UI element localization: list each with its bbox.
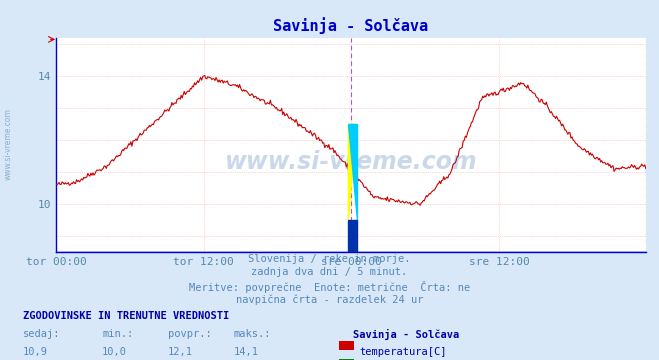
Text: Meritve: povprečne  Enote: metrične  Črta: ne: Meritve: povprečne Enote: metrične Črta:… <box>189 281 470 293</box>
Text: navpična črta - razdelek 24 ur: navpična črta - razdelek 24 ur <box>236 295 423 305</box>
Text: www.si-vreme.com: www.si-vreme.com <box>3 108 13 180</box>
Text: 12,1: 12,1 <box>168 347 193 357</box>
Text: zadnja dva dni / 5 minut.: zadnja dva dni / 5 minut. <box>251 267 408 278</box>
Text: 10,9: 10,9 <box>23 347 48 357</box>
Text: temperatura[C]: temperatura[C] <box>359 347 447 357</box>
Text: min.:: min.: <box>102 329 133 339</box>
Text: maks.:: maks.: <box>234 329 272 339</box>
Text: sedaj:: sedaj: <box>23 329 61 339</box>
Text: povpr.:: povpr.: <box>168 329 212 339</box>
Text: 10,0: 10,0 <box>102 347 127 357</box>
Text: Savinja - Solčava: Savinja - Solčava <box>353 329 459 341</box>
Text: ZGODOVINSKE IN TRENUTNE VREDNOSTI: ZGODOVINSKE IN TRENUTNE VREDNOSTI <box>23 311 229 321</box>
Text: Slovenija / reke in morje.: Slovenija / reke in morje. <box>248 254 411 264</box>
Polygon shape <box>349 220 357 316</box>
Text: www.si-vreme.com: www.si-vreme.com <box>225 150 477 174</box>
Polygon shape <box>349 124 357 220</box>
Polygon shape <box>349 124 357 220</box>
Text: 14,1: 14,1 <box>234 347 259 357</box>
Title: Savinja - Solčava: Savinja - Solčava <box>273 17 428 34</box>
